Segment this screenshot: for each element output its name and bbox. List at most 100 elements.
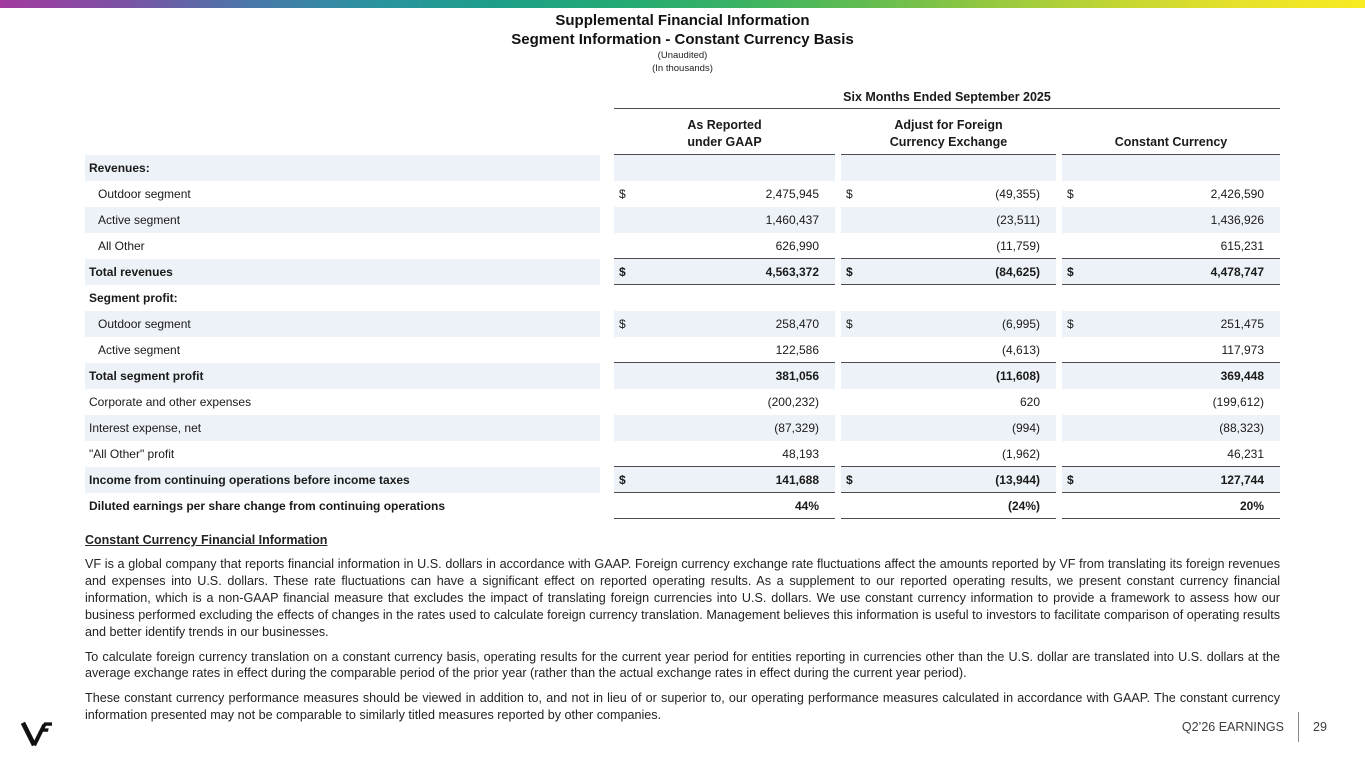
note-paragraph-3: These constant currency performance meas… — [85, 691, 1280, 723]
cell-value: (11,608) — [995, 369, 1040, 383]
notes-heading: Constant Currency Financial Information — [85, 533, 328, 547]
cell-value: (13,944) — [995, 472, 1040, 487]
cell-value: 48,193 — [782, 446, 819, 461]
table-row: Active segment 1,460,437 (23,511) 1,436,… — [85, 207, 1280, 233]
title-line-1: Supplemental Financial Information — [555, 12, 810, 29]
cell-value: 2,426,590 — [1210, 187, 1264, 201]
cell-value: 46,231 — [1227, 446, 1264, 461]
segment-table: Six Months Ended September 2025 As Repor… — [85, 90, 1280, 519]
top-gradient-bar — [0, 0, 1365, 8]
table-row: Diluted earnings per share change from c… — [85, 493, 1280, 519]
cell-value: (200,232) — [767, 395, 819, 409]
page-number: 29 — [1313, 720, 1327, 734]
cell-value: (994) — [1011, 421, 1040, 435]
cell-value: 251,475 — [1220, 317, 1264, 331]
row-label: Interest expense, net — [85, 415, 600, 441]
column-headers: As Reported under GAAP Adjust for Foreig… — [85, 111, 1280, 155]
currency-symbol: $ — [846, 317, 853, 331]
table-row: All Other 626,990 (11,759) 615,231 — [85, 233, 1280, 259]
cell-value: 117,973 — [1221, 342, 1265, 357]
cell-value: 141,688 — [775, 472, 819, 487]
cell-value: 122,586 — [775, 342, 819, 357]
table-row: Income from continuing operations before… — [85, 467, 1280, 493]
cell-value: (49,355) — [995, 187, 1040, 201]
cell-value: (6,995) — [1001, 317, 1040, 331]
cell-value: (24%) — [1007, 498, 1040, 513]
in-thousands-note: (In thousands) — [652, 63, 713, 74]
currency-symbol: $ — [1067, 187, 1074, 201]
row-label: Active segment — [85, 207, 600, 233]
table-row: Corporate and other expenses (200,232) 6… — [85, 389, 1280, 415]
cell-value: (11,759) — [996, 238, 1040, 253]
note-paragraph-2: To calculate foreign currency translatio… — [85, 649, 1280, 681]
row-label: "All Other" profit — [89, 447, 175, 461]
table-row: Total segment profit 381,056 (11,608) 36… — [85, 363, 1280, 389]
column-header-fx-adjust: Adjust for Foreign Currency Exchange — [841, 111, 1056, 155]
currency-symbol: $ — [1067, 264, 1074, 279]
cell-value: 258,470 — [775, 317, 819, 331]
column-header-text: Constant Currency — [1114, 135, 1228, 149]
column-header-text: Adjust for Foreign — [894, 118, 1003, 132]
vf-logo-icon — [20, 721, 52, 747]
cell-value: 4,478,747 — [1210, 264, 1264, 279]
table-row: Revenues: — [85, 155, 1280, 181]
column-header-text: Currency Exchange — [889, 135, 1008, 149]
note-paragraph-1: VF is a global company that reports fina… — [85, 557, 1280, 639]
slide-header: Supplemental Financial Information Segme… — [0, 11, 1365, 75]
row-label: Total segment profit — [85, 363, 600, 389]
row-label: All Other — [98, 239, 145, 253]
column-header-gaap: As Reported under GAAP — [614, 111, 835, 155]
currency-symbol: $ — [846, 264, 853, 279]
table-row: Outdoor segment $258,470 $ (6,995) $251,4… — [85, 311, 1280, 337]
cell-value: 20% — [1239, 498, 1264, 513]
title-line-2: Segment Information - Constant Currency … — [511, 31, 854, 48]
currency-symbol: $ — [1067, 472, 1074, 487]
table-row: Outdoor segment $2,475,945 $ (49,355) $2,… — [85, 181, 1280, 207]
table-row: Segment profit: — [85, 285, 1280, 311]
cell-value: 381,056 — [775, 369, 819, 383]
cell-value: 626,990 — [775, 238, 819, 253]
footer: Q2’26 EARNINGS 29 — [1182, 712, 1341, 742]
table-row: Interest expense, net (87,329) (994) (88… — [85, 415, 1280, 441]
table-row: Total revenues $4,563,372 $ (84,625) $4,4… — [85, 259, 1280, 285]
table-row: Active segment 122,586 (4,613) 117,973 — [85, 337, 1280, 363]
cell-value: 369,448 — [1220, 369, 1264, 383]
column-header-constant-currency: Constant Currency — [1062, 111, 1280, 155]
earnings-label: Q2’26 EARNINGS — [1181, 720, 1284, 734]
cell-value: (4,613) — [1001, 342, 1040, 357]
cell-value: (88,323) — [1219, 421, 1264, 435]
currency-symbol: $ — [619, 264, 626, 279]
currency-symbol: $ — [846, 472, 853, 487]
row-label: Segment profit: — [89, 291, 178, 305]
cell-value: 1,460,437 — [765, 213, 819, 227]
currency-symbol: $ — [846, 187, 853, 201]
column-header-text: As Reported — [687, 118, 762, 132]
cell-value: (1,962) — [1001, 446, 1040, 461]
footer-divider — [1298, 712, 1299, 742]
row-label: Total revenues — [85, 259, 600, 285]
cell-value: (199,612) — [1212, 395, 1264, 409]
row-label: Outdoor segment — [85, 311, 600, 337]
cell-value: 127,744 — [1220, 472, 1264, 487]
cell-value: 4,563,372 — [765, 264, 819, 279]
cell-value: (87,329) — [774, 421, 819, 435]
row-label: Income from continuing operations before… — [85, 467, 600, 493]
row-label: Active segment — [98, 343, 181, 357]
cell-value: (23,511) — [996, 213, 1040, 227]
cell-value: 44% — [794, 498, 819, 513]
currency-symbol: $ — [1067, 317, 1074, 331]
row-label: Revenues: — [85, 155, 600, 181]
currency-symbol: $ — [619, 317, 626, 331]
table-row: "All Other" profit 48,193 (1,962) 46,231 — [85, 441, 1280, 467]
row-label: Diluted earnings per share change from c… — [89, 499, 446, 513]
currency-symbol: $ — [619, 472, 626, 487]
cell-value: 615,231 — [1220, 238, 1264, 253]
cell-value: 1,436,926 — [1210, 213, 1264, 227]
period-header: Six Months Ended September 2025 — [614, 90, 1280, 109]
row-label: Corporate and other expenses — [89, 395, 252, 409]
cell-value: (84,625) — [995, 264, 1040, 279]
row-label: Outdoor segment — [98, 187, 191, 201]
currency-symbol: $ — [619, 187, 626, 201]
footnotes-section: Constant Currency Financial Information … — [85, 533, 1280, 732]
